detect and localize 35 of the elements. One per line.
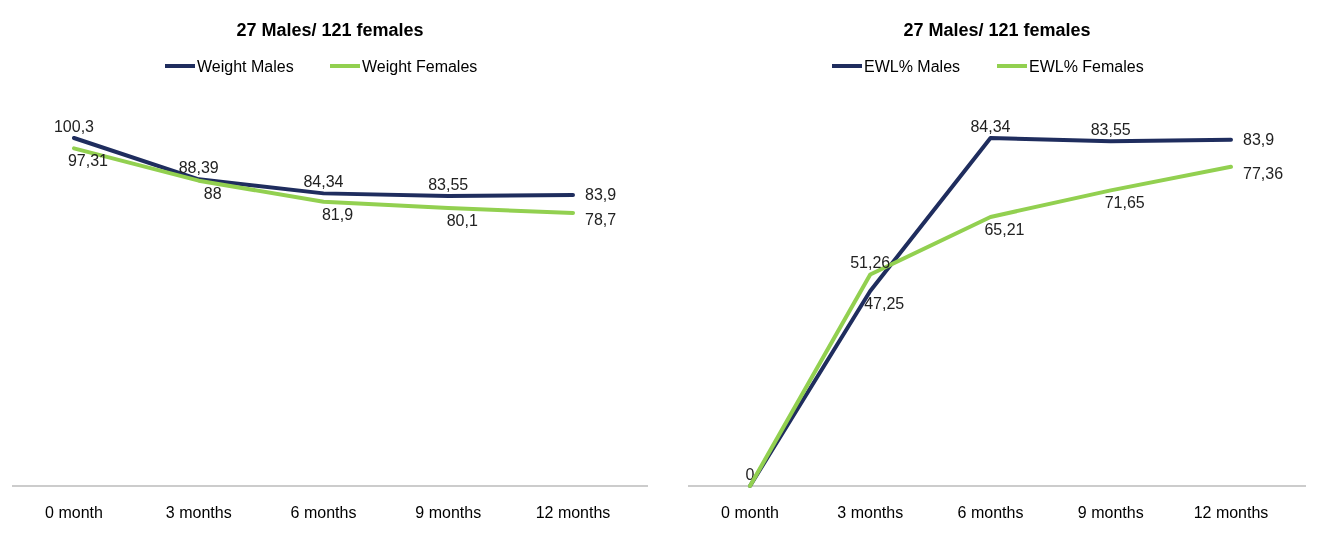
x-tick-label: 6 months (957, 504, 1024, 521)
data-label: 83,9 (585, 185, 617, 203)
x-tick-label: 9 months (1077, 504, 1144, 521)
x-tick-label: 12 months (535, 504, 611, 521)
data-label: 81,9 (321, 205, 354, 223)
data-label: 88,39 (178, 159, 219, 177)
x-tick-label: 0 month (45, 504, 103, 521)
data-label: 84,34 (970, 118, 1011, 135)
data-label: 83,55 (1090, 121, 1131, 139)
chart-title: 27 Males/ 121 females (903, 20, 1091, 40)
data-label: 83,9 (1243, 130, 1275, 148)
data-label: 0 (745, 466, 755, 483)
x-tick-label: 3 months (165, 504, 232, 521)
data-label: 88 (203, 184, 222, 202)
data-label: 65,21 (984, 220, 1025, 238)
x-tick-label: 3 months (837, 504, 904, 521)
legend-label: EWL% Females (1029, 58, 1144, 75)
data-label: 51,26 (850, 254, 891, 272)
legend-label: Weight Males (197, 58, 294, 75)
data-label: 71,65 (1104, 194, 1145, 212)
legend-label: Weight Females (362, 58, 478, 75)
data-label: 84,34 (303, 173, 344, 191)
x-tick-label: 6 months (290, 504, 357, 521)
data-label: 80,1 (446, 212, 478, 230)
data-label: 78,7 (585, 210, 617, 228)
chart-title: 27 Males/ 121 females (236, 20, 424, 40)
data-label: 47,25 (864, 295, 905, 313)
x-tick-label: 9 months (415, 504, 482, 521)
data-label: 100,3 (53, 118, 95, 135)
x-tick-label: 0 month (721, 504, 779, 521)
legend-label: EWL% Males (864, 58, 961, 75)
x-tick-label: 12 months (1193, 504, 1269, 521)
data-label: 77,36 (1243, 164, 1284, 182)
data-label: 83,55 (428, 176, 469, 194)
data-label: 97,31 (67, 152, 109, 170)
